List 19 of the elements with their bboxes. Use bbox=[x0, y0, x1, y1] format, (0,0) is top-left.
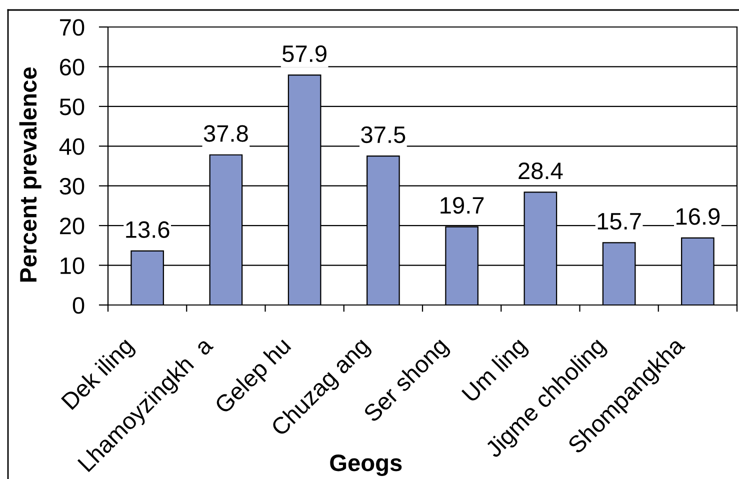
y-tick-label: 50 bbox=[60, 98, 84, 116]
data-label: 28.4 bbox=[518, 162, 563, 180]
x-tick-label: Um ling bbox=[460, 336, 531, 406]
y-tick-label: 0 bbox=[72, 297, 84, 314]
y-tick-label: 70 bbox=[60, 19, 84, 36]
y-tick-label: 10 bbox=[60, 257, 84, 274]
y-tick-label: 30 bbox=[60, 178, 84, 195]
data-label: 16.9 bbox=[676, 208, 720, 225]
data-label: 15.7 bbox=[598, 213, 641, 230]
y-tick-label: 20 bbox=[60, 218, 84, 234]
data-label: 37.8 bbox=[204, 125, 248, 142]
x-axis-title: Geogs bbox=[330, 454, 402, 476]
data-label: 19.7 bbox=[440, 197, 484, 214]
data-label: 13.6 bbox=[126, 221, 170, 238]
y-axis-title: Percent prevalence bbox=[19, 67, 42, 282]
y-tick-label: 40 bbox=[59, 138, 84, 155]
data-label: 57.9 bbox=[282, 45, 326, 62]
data-label: 37.5 bbox=[361, 126, 406, 144]
y-tick-label: 60 bbox=[60, 58, 84, 76]
